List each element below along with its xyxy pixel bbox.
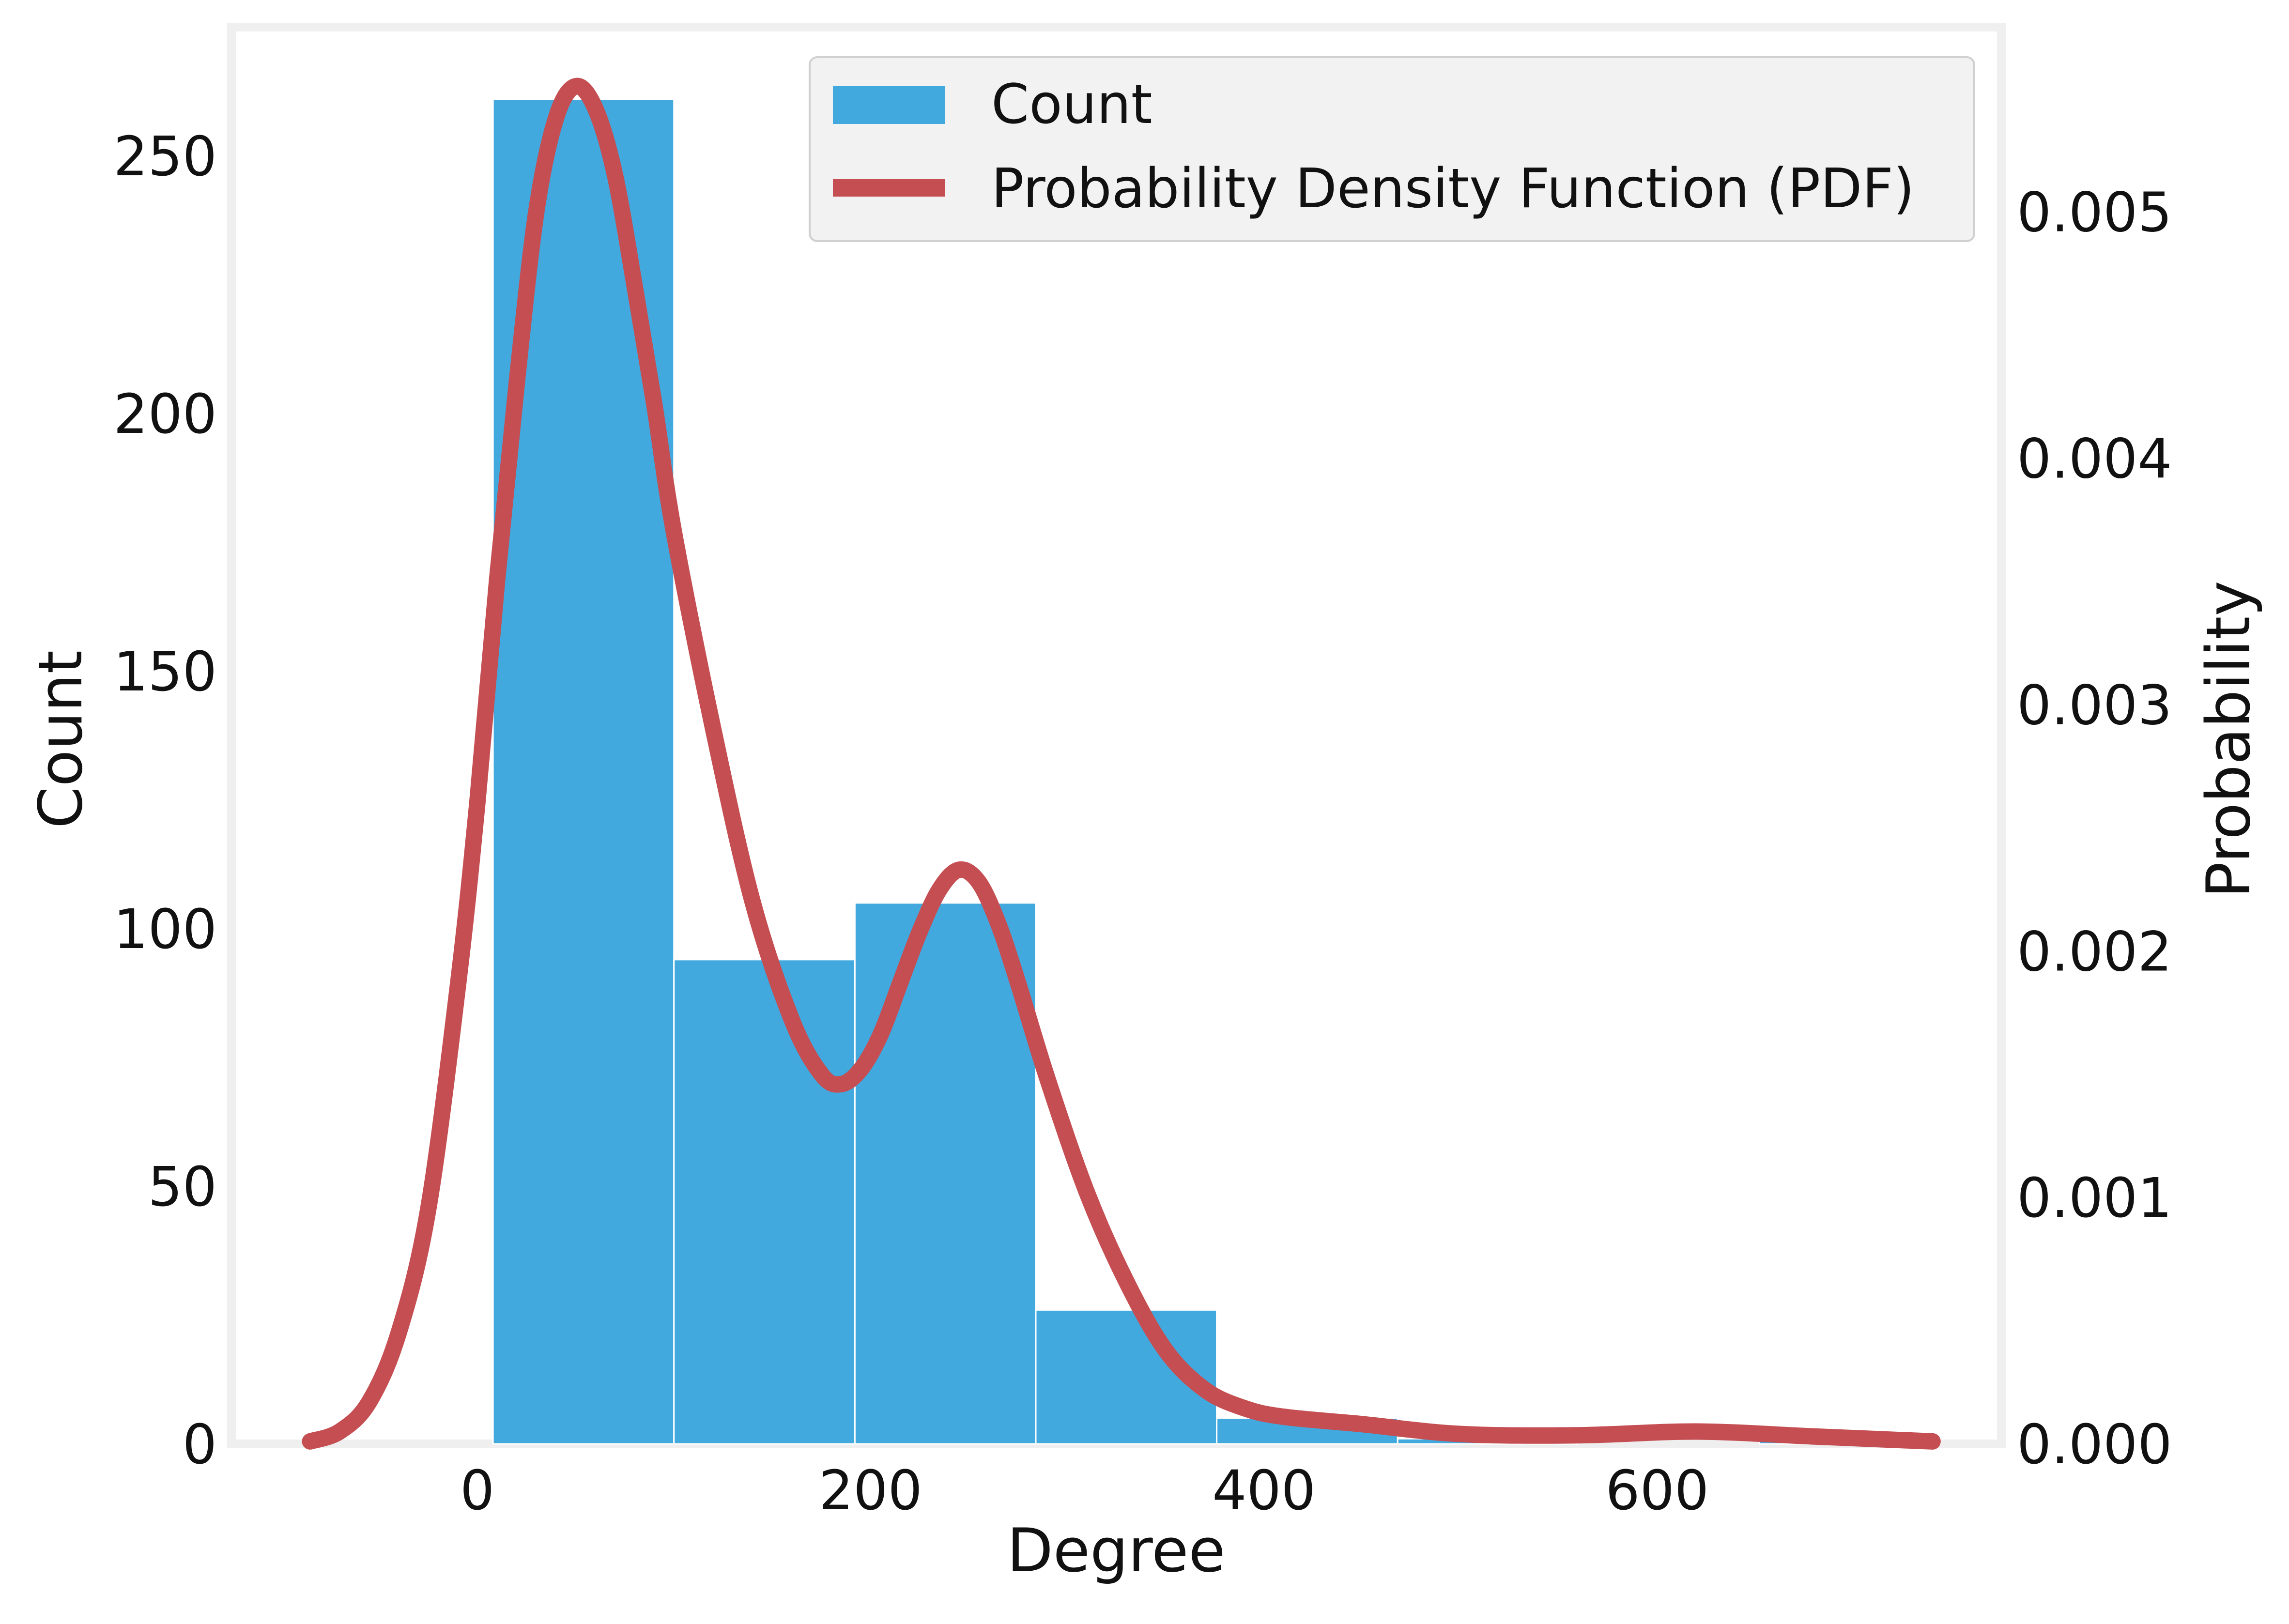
pdf-line-layer (302, 77, 1941, 1450)
x-tick-label: 600 (1605, 1459, 1709, 1522)
x-tick-label: 200 (819, 1459, 922, 1522)
legend-swatch-count (833, 86, 945, 124)
histogram-bar (673, 959, 856, 1445)
x-tick-label: 400 (1212, 1459, 1316, 1522)
legend: Count Probability Density Function (PDF) (809, 56, 1975, 242)
legend-label-count: Count (991, 73, 1152, 136)
y2-tick-label: 0.004 (2017, 428, 2172, 491)
y2-tick-label: 0.002 (2017, 920, 2172, 983)
y-tick-label: 100 (113, 898, 217, 961)
y-axis-label: Count (26, 650, 96, 828)
y2-axis-label: Probability (2194, 581, 2264, 898)
legend-box (809, 56, 1975, 242)
y2-tick-label: 0.003 (2017, 674, 2172, 737)
histogram-bar (854, 902, 1037, 1445)
y-tick-label: 0 (183, 1413, 217, 1476)
y-tick-label: 200 (113, 383, 217, 446)
y-tick-label: 250 (113, 125, 217, 188)
y2-tick-label: 0.001 (2017, 1167, 2172, 1230)
ticks-layer: 0 200 400 600 0 50 100 150 200 250 0.000 0.001 0.002… (113, 125, 2172, 1522)
y-tick-label: 150 (113, 641, 217, 704)
legend-label-pdf: Probability Density Function (PDF) (991, 157, 1915, 220)
x-tick-label: 0 (460, 1459, 494, 1522)
y2-tick-label: 0.000 (2017, 1413, 2172, 1476)
x-axis-label: Degree (1007, 1516, 1225, 1586)
y-tick-label: 50 (148, 1156, 217, 1219)
pdf-line (302, 77, 1941, 1450)
y2-tick-label: 0.005 (2017, 182, 2172, 245)
